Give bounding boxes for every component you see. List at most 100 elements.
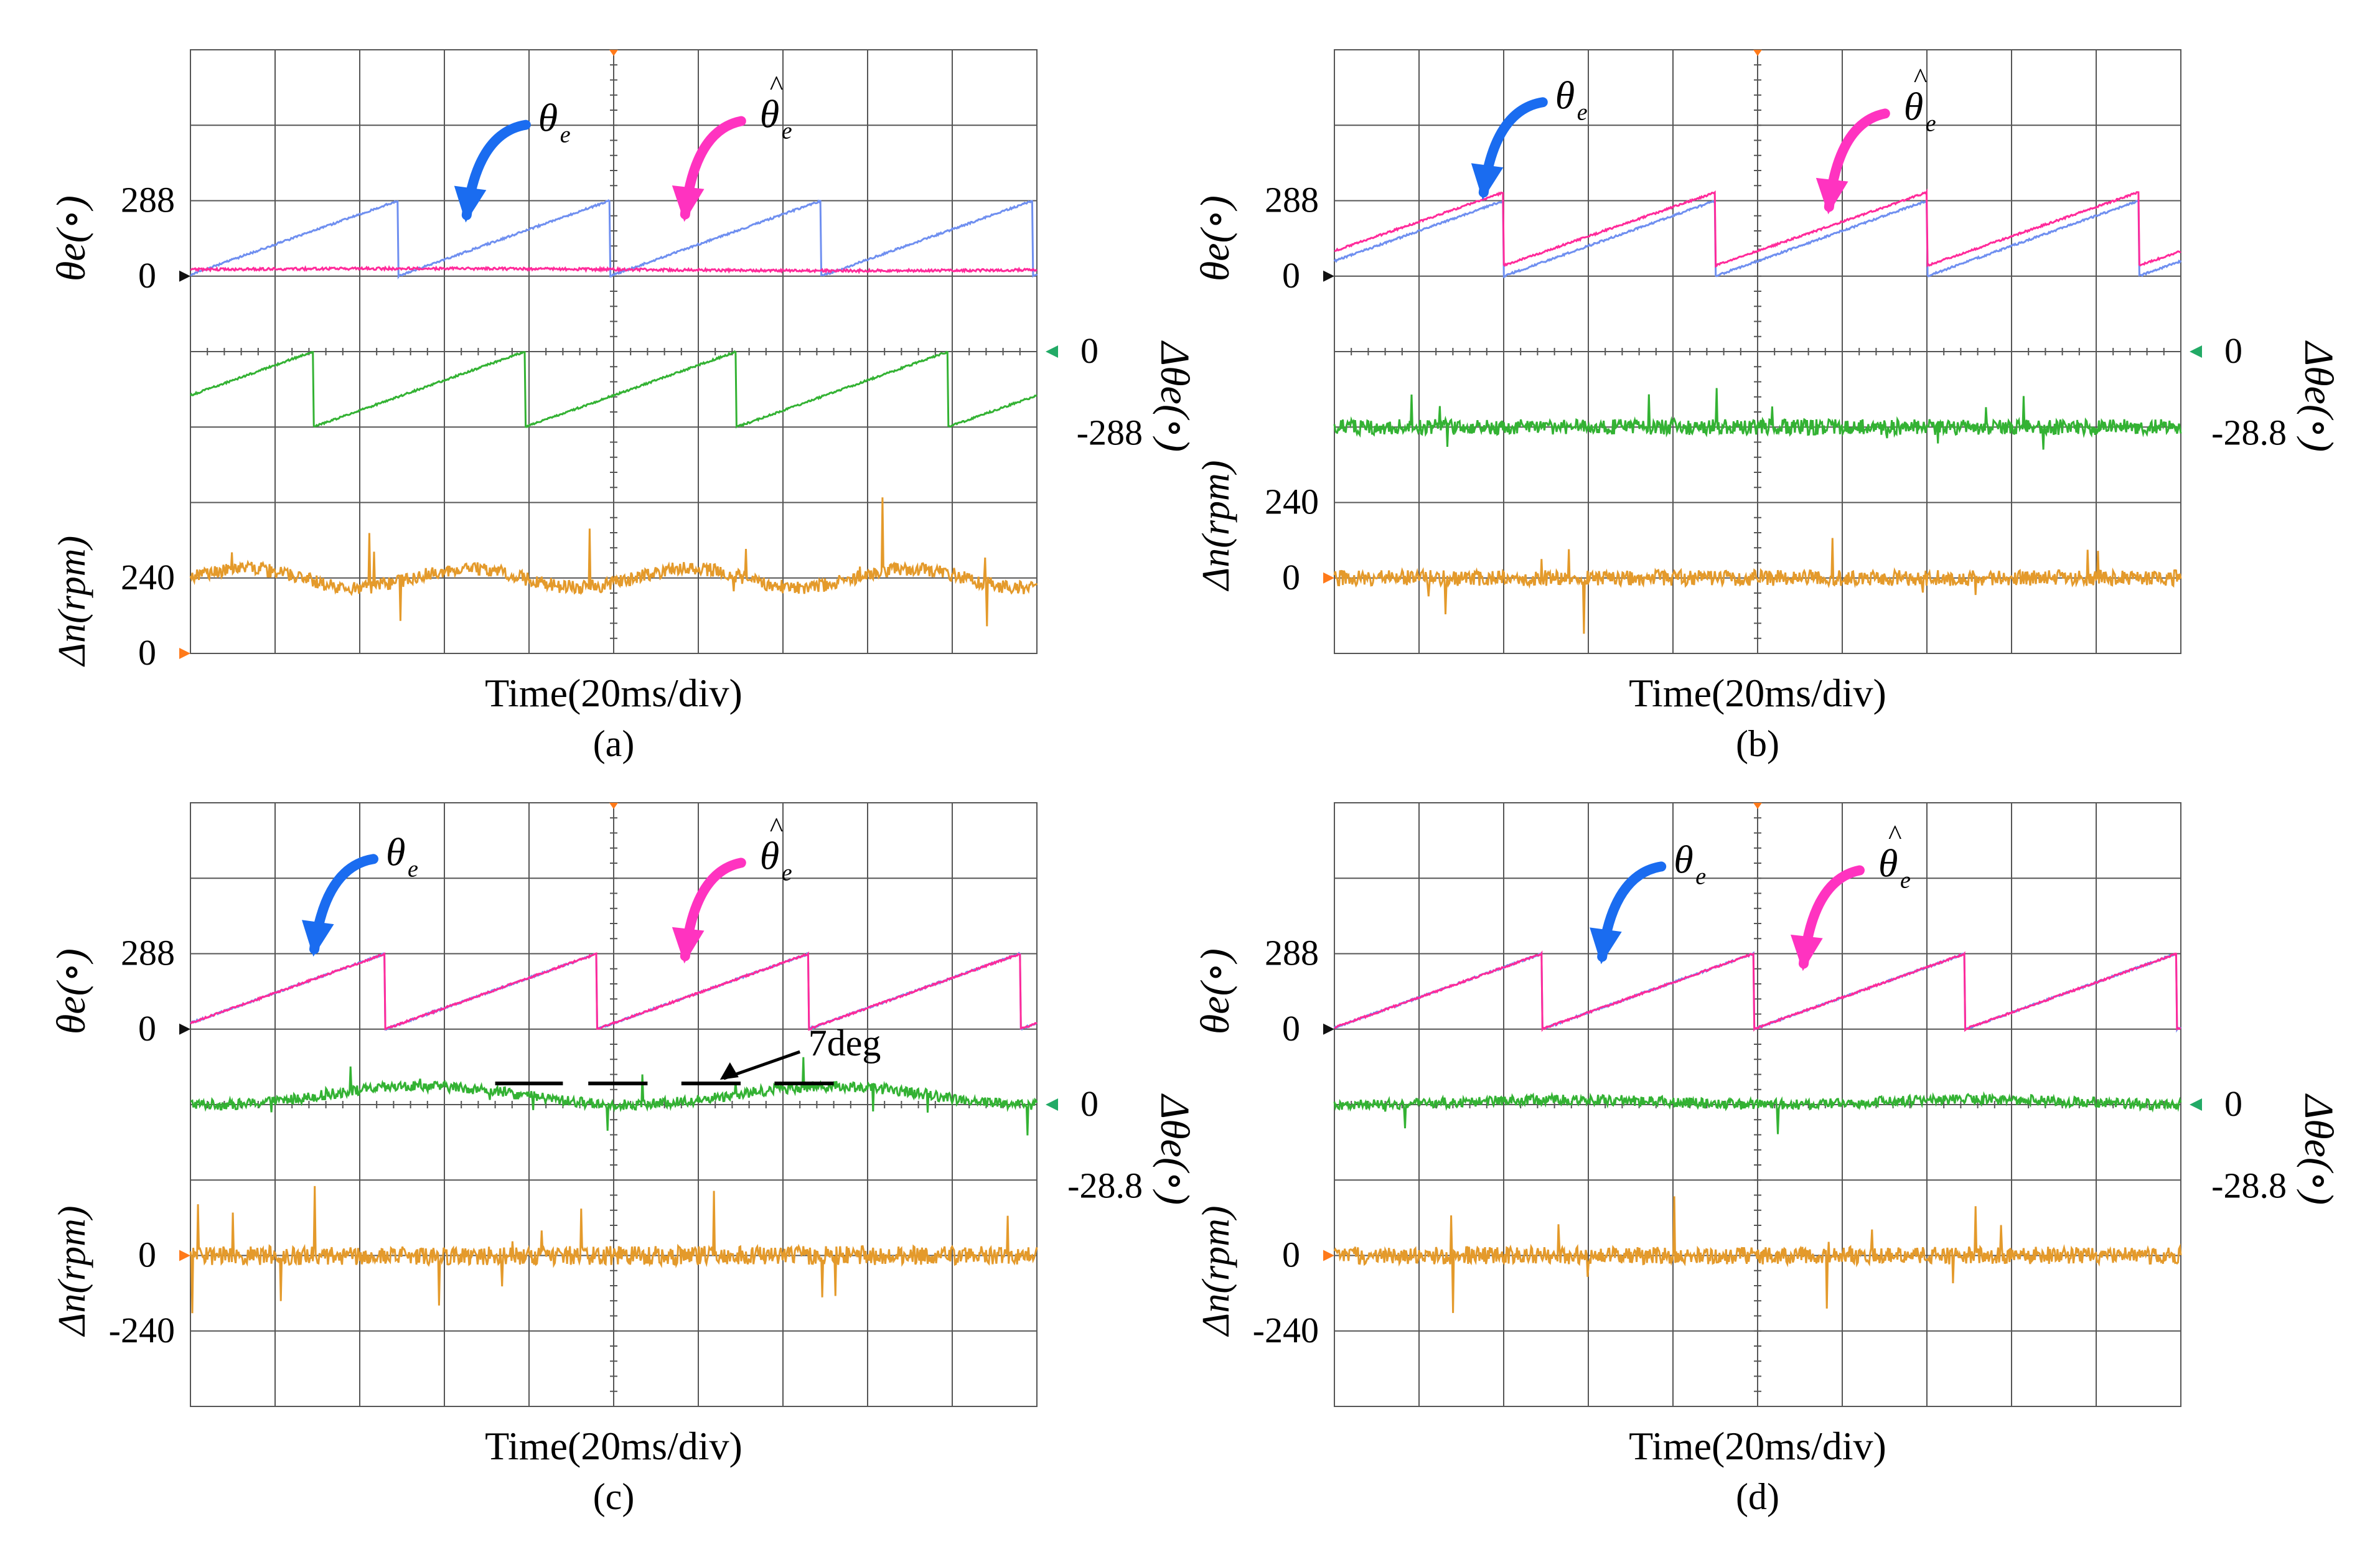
series-theta_hat [190, 951, 1038, 1031]
speed-tick-label: -240 [1253, 1310, 1319, 1350]
error-zero-label: 0 [2224, 330, 2242, 371]
theta-tick-label: 288 [121, 180, 175, 220]
theta-zero-label: 0 [1282, 255, 1300, 296]
theta-hat-arrow-hat: ^ [1888, 819, 1902, 851]
theta-hat-arrow-head [672, 185, 705, 222]
theta-arrow-head [301, 920, 334, 957]
theta-hat-arrow-head [672, 927, 705, 964]
theta-arrow-head [1590, 927, 1622, 965]
theta-hat-arrow-hat: ^ [1914, 62, 1928, 93]
error-zero-marker [2190, 345, 2202, 358]
speed-zero-marker [1323, 572, 1334, 584]
theta-hat-arrow-head [1791, 934, 1823, 971]
theta-zero-marker [1323, 270, 1334, 282]
theta-hat-arrow-label: θ [760, 833, 779, 877]
theta-hat-arrow-hat: ^ [770, 70, 784, 101]
x-axis-label: Time(20ms/div) [1629, 1424, 1886, 1468]
speed-zero-marker [179, 1250, 190, 1261]
theta-arrow-label: θ [1555, 73, 1575, 117]
theta-arrow-head [1471, 163, 1504, 200]
panel-c: 288 0 0 -240 0 -28.8 θe(∘) Δn(rpm) Δθe(∘) Time(20… [49, 802, 1197, 1517]
series-theta_hat [1334, 950, 2181, 1032]
error-tick-label: -28.8 [1067, 1165, 1143, 1205]
error-zero-marker [2190, 1098, 2202, 1111]
theta-zero-label: 0 [138, 1008, 156, 1049]
speed-zero-label: 0 [138, 1235, 156, 1275]
series-speed [189, 497, 1038, 627]
theta-arrow-sub: e [408, 856, 418, 882]
trigger-marker [1753, 803, 1762, 809]
error-zero-marker [1046, 1098, 1058, 1111]
annotation-label: 7deg [808, 1022, 881, 1064]
x-axis-label: Time(20ms/div) [485, 671, 743, 715]
panel-d: 288 0 0 -240 0 -28.8 θe(∘) Δn(rpm) Δθe(∘) Time(20… [1192, 802, 2341, 1517]
panel-b: 288 0 240 0 0 -28.8 θe(∘) Δn(rpm) Δθe(∘) Time(20m… [1192, 49, 2341, 764]
theta-zero-label: 0 [1282, 1008, 1300, 1049]
speed-axis-label: Δn(rpm) [1195, 461, 1237, 592]
theta-hat-arrow-label: θ [1904, 84, 1923, 128]
series-theta_hat [190, 264, 1038, 274]
error-zero-label: 0 [1080, 1083, 1099, 1124]
series-theta_hat [1334, 188, 2181, 268]
error-axis-label: Δθe(∘) [1152, 340, 1197, 452]
theta-arrow-label: θ [1674, 837, 1693, 881]
panel-tag: (a) [593, 723, 635, 764]
theta-hat-arrow-sub: e [1900, 868, 1911, 894]
speed-tick-label: 240 [1265, 482, 1319, 522]
panel-a: 288 0 240 0 0 -288 θe(∘) Δn(rpm) Δθe(∘) Time(20ms… [49, 49, 1197, 764]
theta-hat-arrow-label: θ [760, 92, 779, 136]
error-tick-label: -28.8 [2211, 1165, 2287, 1205]
trigger-marker [1753, 50, 1762, 56]
speed-axis-label: Δn(rpm) [1195, 1205, 1237, 1337]
error-axis-label: Δθe(∘) [1152, 1093, 1197, 1205]
annotation-head [719, 1062, 739, 1080]
panel-tag: (c) [593, 1476, 635, 1517]
theta-tick-label: 288 [1265, 180, 1319, 220]
error-tick-label: -28.8 [2211, 412, 2287, 452]
speed-tick-label: -240 [109, 1310, 175, 1350]
theta-hat-arrow-sub: e [782, 859, 792, 886]
series-theta [190, 199, 1038, 280]
series-error [189, 350, 1038, 429]
series-speed [189, 1186, 1038, 1314]
theta-tick-label: 288 [1265, 933, 1319, 973]
panel-tag: (d) [1736, 1476, 1779, 1517]
series-error [190, 1057, 1038, 1136]
series-speed [1333, 538, 2182, 634]
x-axis-label: Time(20ms/div) [1629, 671, 1886, 715]
theta-arrow-head [454, 185, 487, 223]
trigger-marker [609, 50, 618, 56]
series-theta [1333, 197, 2182, 279]
theta-arrow-sub: e [1695, 863, 1706, 889]
theta-hat-arrow-label: θ [1878, 841, 1898, 886]
theta-axis-label: θe(∘) [1192, 195, 1238, 281]
theta-axis-label: θe(∘) [1192, 948, 1238, 1034]
theta-arrow-sub: e [1577, 99, 1588, 125]
theta-hat-arrow-sub: e [782, 118, 792, 144]
series-error [1333, 1091, 2182, 1134]
theta-arrow-label: θ [538, 96, 558, 140]
theta-hat-arrow-sub: e [1926, 110, 1936, 136]
theta-arrow-sub: e [560, 122, 571, 148]
theta-zero-marker [179, 1023, 190, 1035]
series-error [1333, 388, 2182, 450]
error-zero-marker [1046, 345, 1058, 358]
speed-zero-label: 0 [1282, 557, 1300, 597]
speed-zero-marker [1323, 1250, 1334, 1261]
panel-tag: (b) [1736, 723, 1779, 764]
speed-axis-label: Δn(rpm) [51, 1205, 93, 1337]
theta-zero-marker [1323, 1023, 1334, 1035]
theta-axis-label: θe(∘) [49, 948, 94, 1034]
error-zero-label: 0 [2224, 1083, 2242, 1124]
error-zero-label: 0 [1080, 330, 1099, 371]
series-speed [1333, 1196, 2182, 1313]
theta-tick-label: 288 [121, 933, 175, 973]
speed-zero-marker [179, 648, 190, 659]
speed-axis-label: Δn(rpm) [51, 536, 93, 668]
theta-hat-arrow-head [1815, 177, 1848, 215]
trigger-marker [609, 803, 618, 809]
theta-hat-arrow-hat: ^ [770, 811, 784, 843]
theta-axis-label: θe(∘) [49, 195, 94, 281]
x-axis-label: Time(20ms/div) [485, 1424, 743, 1468]
